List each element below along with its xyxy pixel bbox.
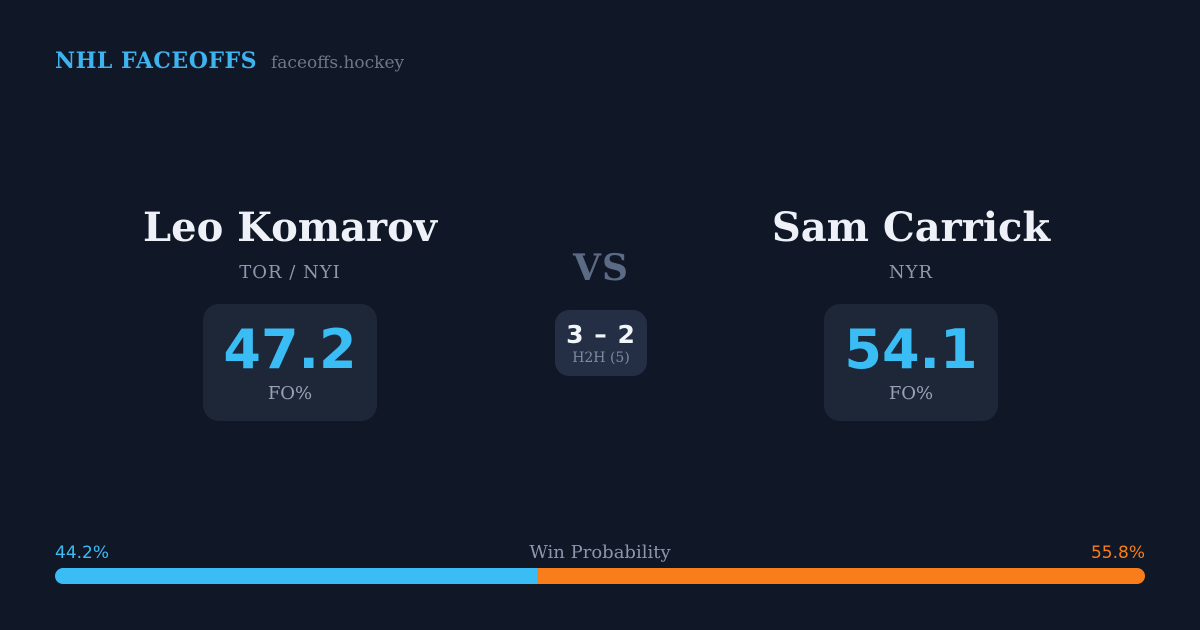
win-probability-title: Win Probability	[529, 542, 671, 563]
player-right-stat-card: 54.1 FO%	[824, 304, 998, 421]
h2h-card: 3 – 2 H2H (5)	[555, 310, 647, 376]
player-right-teams: NYR	[888, 262, 934, 283]
player-right-stat-label: FO%	[888, 382, 934, 404]
versus-column: VS 3 – 2 H2H (5)	[531, 247, 671, 376]
win-prob-right-pct: 55.8%	[1090, 543, 1145, 563]
site-url: faceoffs.hockey	[271, 53, 405, 73]
player-left-faceoff-pct: 47.2	[223, 317, 357, 381]
player-left-stat-label: FO%	[267, 382, 313, 404]
brand-title: NHL FACEOFFS	[55, 48, 257, 74]
header: NHL FACEOFFS faceoffs.hockey	[55, 48, 404, 74]
player-left-stat-card: 47.2 FO%	[203, 304, 377, 421]
player-right-faceoff-pct: 54.1	[844, 317, 978, 381]
player-left-teams: TOR / NYI	[239, 262, 341, 283]
player-right-column: Sam Carrick NYR 54.1 FO%	[736, 205, 1086, 421]
h2h-label: H2H (5)	[572, 349, 630, 366]
player-right-name: Sam Carrick	[771, 204, 1051, 251]
versus-label: VS	[573, 247, 629, 289]
win-bar-right-segment	[536, 568, 1145, 584]
win-bar-left-segment	[55, 568, 537, 584]
player-left-column: Leo Komarov TOR / NYI 47.2 FO%	[115, 205, 465, 421]
win-probability-bar	[55, 568, 1145, 584]
h2h-score: 3 – 2	[566, 319, 636, 349]
win-probability-labels: 44.2% Win Probability 55.8%	[55, 542, 1145, 563]
player-left-name: Leo Komarov	[143, 204, 437, 251]
win-prob-left-pct: 44.2%	[55, 543, 110, 563]
